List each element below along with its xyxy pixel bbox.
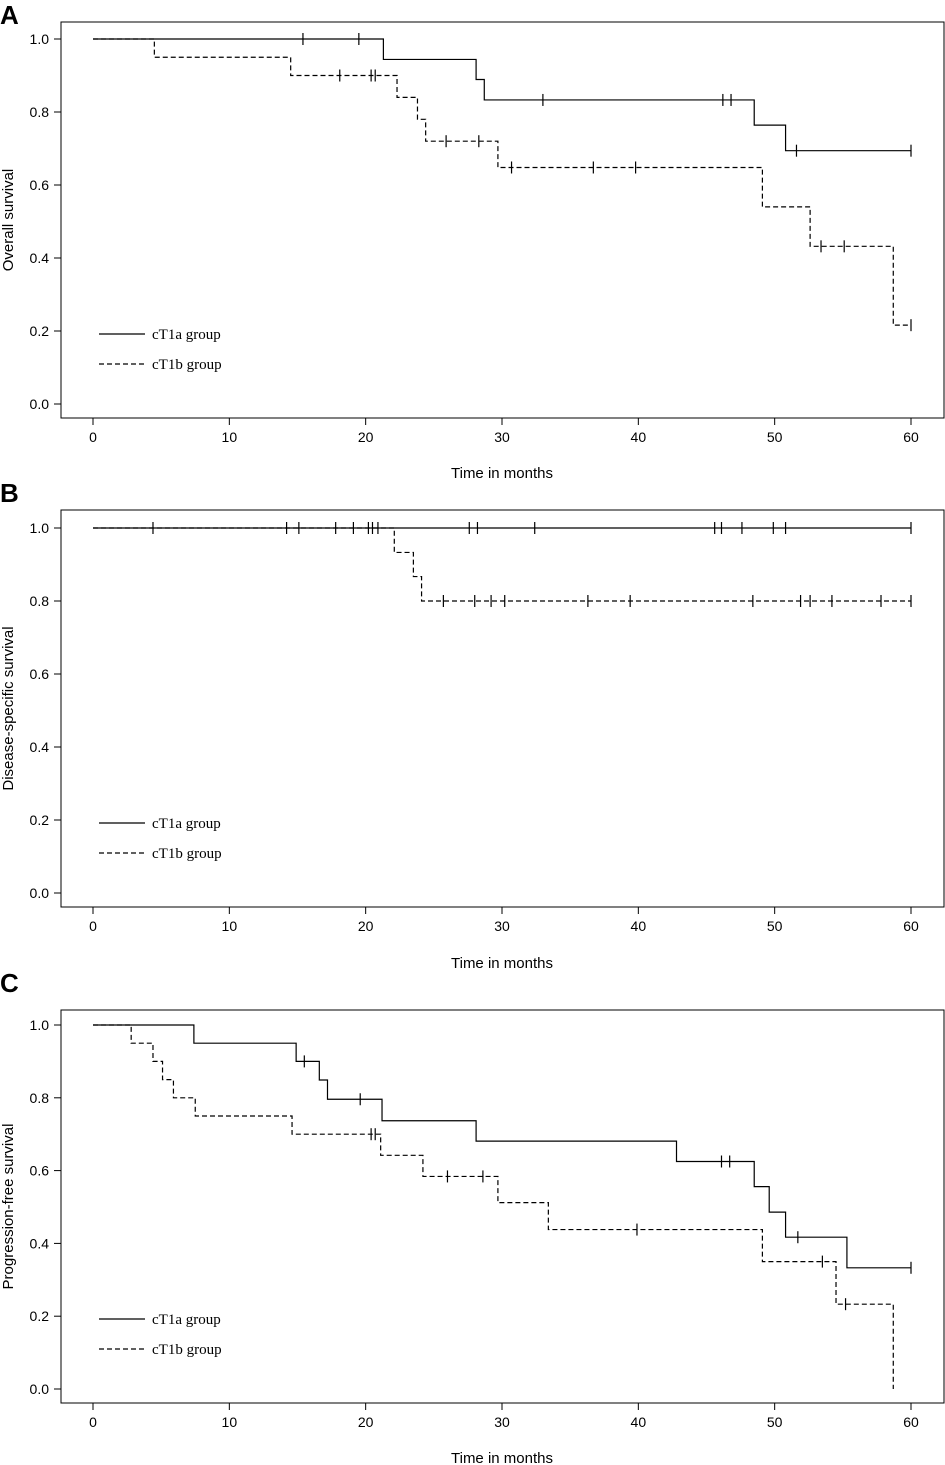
- y-tick-label: 0.8: [30, 104, 50, 120]
- ct1b-survival-curve: [93, 527, 911, 602]
- x-axis-title: Time in months: [451, 465, 553, 482]
- y-axis-title: Overall survival: [0, 169, 17, 272]
- ct1b-survival-curve: [93, 1024, 894, 1389]
- x-tick-label: 10: [222, 1414, 238, 1430]
- x-axis-title: Time in months: [451, 955, 553, 972]
- x-tick-label: 50: [767, 429, 783, 445]
- y-tick-label: 0.0: [30, 396, 50, 412]
- x-axis-title: Time in months: [451, 1450, 553, 1465]
- x-tick-label: 40: [631, 1414, 647, 1430]
- x-tick-label: 30: [494, 918, 510, 934]
- x-tick-label: 30: [494, 429, 510, 445]
- y-tick-label: 0.6: [30, 1163, 50, 1179]
- legend-label-ct1a: cT1a group: [152, 816, 221, 832]
- y-axis-title: Progression-free survival: [0, 1124, 17, 1290]
- y-tick-label: 1.0: [30, 31, 50, 47]
- x-tick-label: 0: [89, 429, 97, 445]
- y-tick-label: 0.2: [30, 812, 50, 828]
- x-tick-label: 20: [358, 918, 374, 934]
- x-tick-label: 0: [89, 1414, 97, 1430]
- y-tick-label: 0.8: [30, 593, 50, 609]
- ct1a-survival-curve: [93, 1024, 911, 1269]
- legend-label-ct1b: cT1b group: [152, 357, 222, 373]
- x-tick-label: 50: [767, 1414, 783, 1430]
- y-tick-label: 0.4: [30, 250, 50, 266]
- legend-label-ct1a: cT1a group: [152, 327, 221, 343]
- x-tick-label: 30: [494, 1414, 510, 1430]
- y-tick-label: 0.6: [30, 666, 50, 682]
- x-tick-label: 10: [222, 429, 238, 445]
- x-tick-label: 20: [358, 429, 374, 445]
- y-tick-label: 0.0: [30, 885, 50, 901]
- ct1a-survival-curve: [93, 38, 911, 152]
- x-tick-label: 60: [903, 1414, 919, 1430]
- y-axis-title: Disease-specific survival: [0, 626, 17, 790]
- y-tick-label: 0.4: [30, 739, 50, 755]
- y-tick-label: 0.6: [30, 177, 50, 193]
- x-tick-label: 10: [222, 918, 238, 934]
- x-tick-label: 60: [903, 429, 919, 445]
- panel-letter-c: C: [0, 968, 19, 998]
- y-tick-label: 0.2: [30, 1308, 50, 1324]
- panel-c-progression-free-survival: C 0 10 20 30 40 50 60 0.0 0.2 0.4 0.6 0.8 1.0 Time in…: [0, 968, 945, 1465]
- panel-b-disease-specific-survival: B 0 10 20 30 40 50 60 0.0 0.2 0.4 0.6 0.8 1.0 Time in…: [0, 478, 945, 972]
- x-tick-label: 20: [358, 1414, 374, 1430]
- legend-label-ct1b: cT1b group: [152, 846, 222, 862]
- x-tick-label: 40: [631, 429, 647, 445]
- legend-label-ct1b: cT1b group: [152, 1342, 222, 1358]
- y-tick-label: 0.0: [30, 1381, 50, 1397]
- panel-letter-b: B: [0, 478, 19, 508]
- y-tick-label: 1.0: [30, 520, 50, 536]
- y-tick-label: 1.0: [30, 1017, 50, 1033]
- panel-a-overall-survival: A 0 10 20 30 40 50 60 0.0 0.2 0.4 0.6 0.8 1.0 Time in…: [0, 0, 945, 482]
- x-tick-label: 40: [631, 918, 647, 934]
- y-tick-label: 0.2: [30, 323, 50, 339]
- y-tick-label: 0.4: [30, 1235, 50, 1251]
- ct1b-survival-curve: [93, 38, 911, 326]
- x-tick-label: 60: [903, 918, 919, 934]
- x-tick-label: 50: [767, 918, 783, 934]
- y-tick-label: 0.8: [30, 1090, 50, 1106]
- x-tick-label: 0: [89, 918, 97, 934]
- legend-label-ct1a: cT1a group: [152, 1312, 221, 1328]
- panel-letter-a: A: [0, 0, 19, 30]
